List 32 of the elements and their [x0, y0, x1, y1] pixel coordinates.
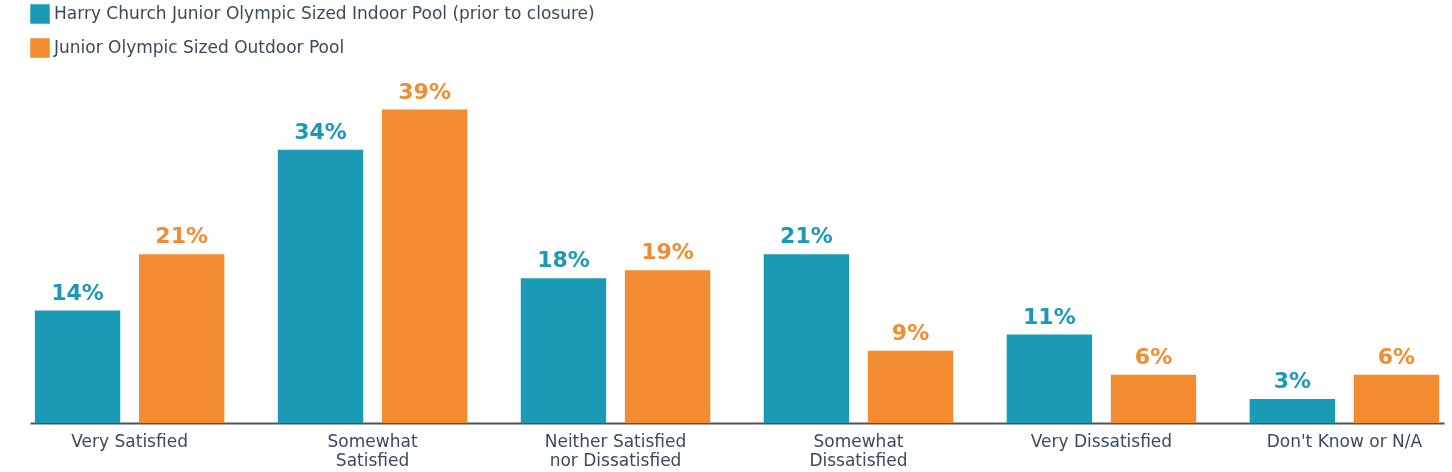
data-label: 11% — [1023, 303, 1076, 329]
bar — [520, 278, 607, 423]
bar — [1110, 374, 1197, 423]
data-label: 39% — [398, 78, 451, 104]
x-tick-label: Somewhat Satisfied — [327, 430, 418, 470]
data-label: 21% — [780, 223, 833, 249]
bar — [34, 310, 121, 423]
bar — [763, 254, 850, 423]
legend-label: Junior Olympic Sized Outdoor Pool — [53, 37, 345, 57]
data-label: 21% — [155, 223, 209, 249]
bar — [1353, 374, 1440, 423]
x-tick-label: Somewhat Dissatisfied — [809, 430, 908, 470]
data-label: 18% — [537, 247, 590, 273]
bar — [277, 149, 364, 423]
bar — [624, 270, 711, 423]
x-tick-label: Very Dissatisfied — [1030, 430, 1173, 451]
legend-label: Harry Church Junior Olympic Sized Indoor Pool (prior to closure) — [54, 3, 595, 23]
data-label: 3% — [1273, 367, 1312, 393]
data-label: 34% — [294, 118, 347, 144]
x-tick-label: Neither Satisfied nor Dissatisfied — [544, 430, 687, 470]
bar — [1249, 398, 1336, 423]
data-label: 6% — [1134, 343, 1173, 369]
bar — [867, 350, 954, 423]
x-tick-label: Don't Know or N/A — [1266, 430, 1423, 451]
data-label: 14% — [51, 279, 104, 305]
bar — [381, 109, 468, 423]
bar — [138, 254, 225, 423]
data-label: 9% — [891, 319, 930, 345]
data-label: 6% — [1377, 343, 1416, 369]
data-label: 19% — [641, 239, 694, 265]
x-tick-label: Very Satisfied — [71, 430, 188, 451]
bar — [1006, 334, 1093, 423]
